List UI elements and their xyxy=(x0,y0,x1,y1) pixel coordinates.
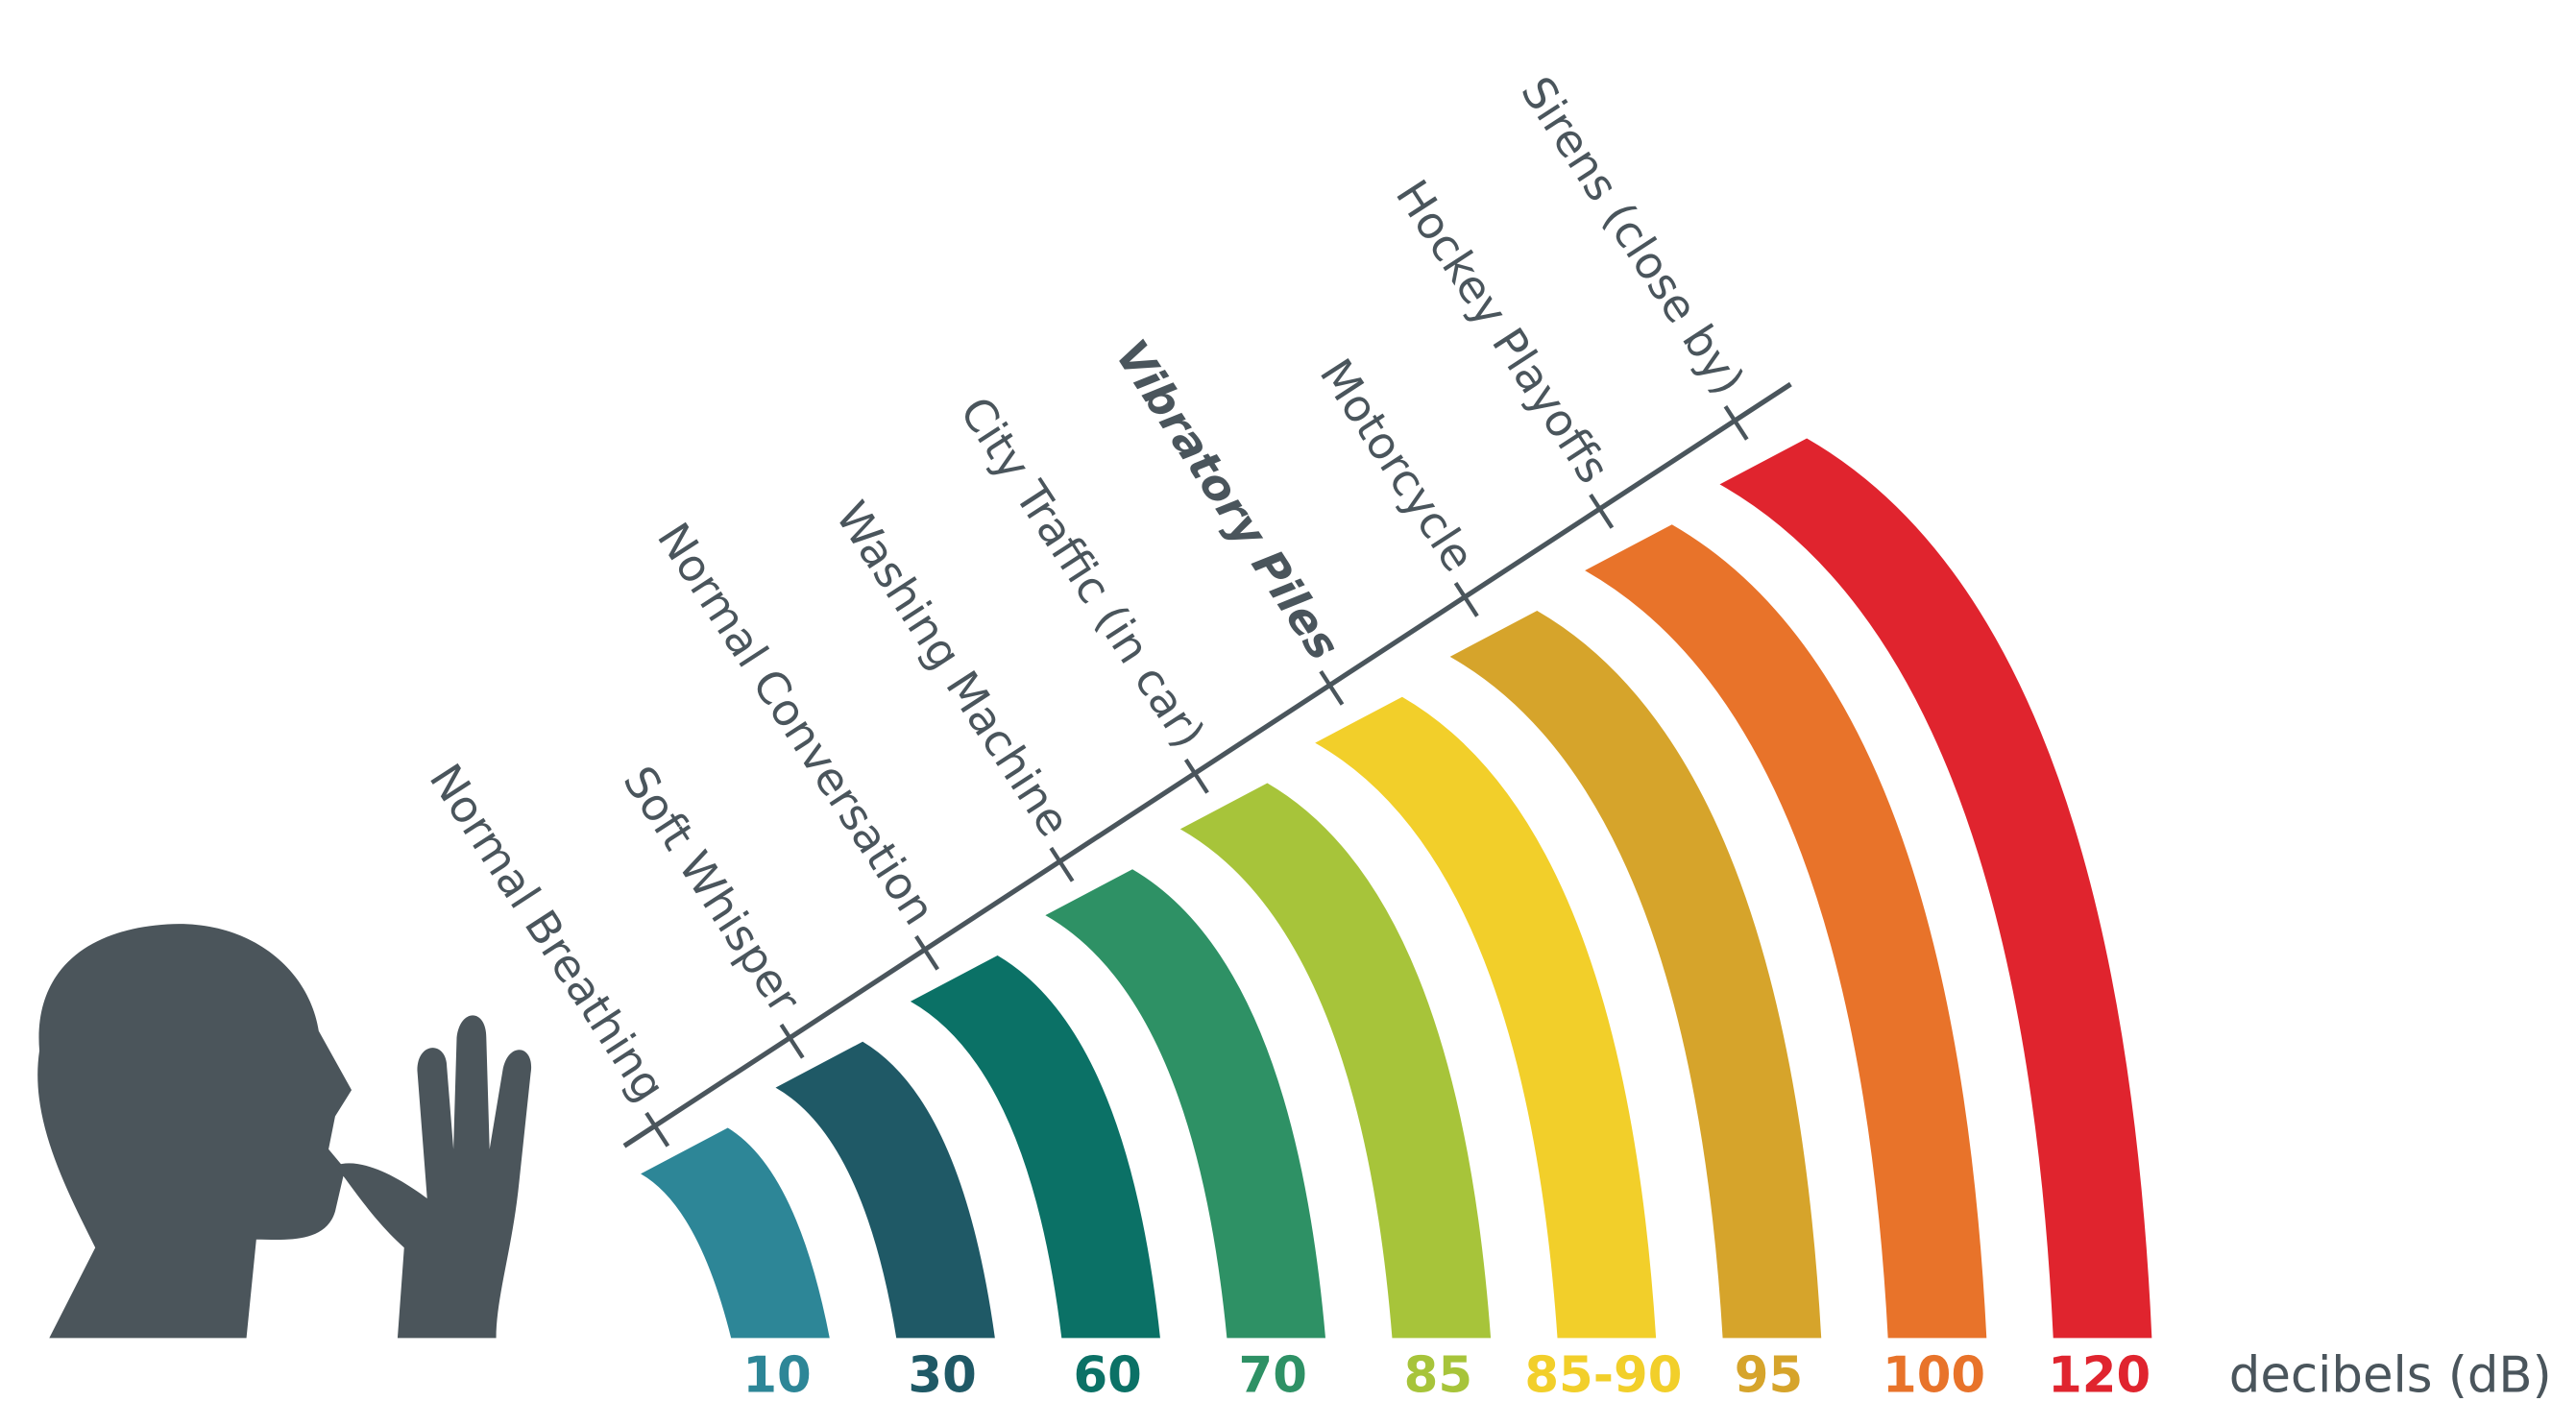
sound-band xyxy=(1315,696,1657,1339)
db-value: 70 xyxy=(1239,1347,1307,1402)
scale-tick xyxy=(779,1023,805,1059)
sound-band xyxy=(1449,610,1822,1339)
scale-tick xyxy=(1319,669,1345,706)
db-value: 10 xyxy=(742,1347,811,1402)
sound-band xyxy=(1045,869,1325,1339)
db-value: 85-90 xyxy=(1524,1347,1682,1402)
source-label: Soft Whisper xyxy=(613,757,811,1022)
hand-silhouette xyxy=(334,1015,532,1339)
scale-tick xyxy=(1049,846,1075,882)
sound-band xyxy=(641,1127,830,1339)
db-value: 60 xyxy=(1073,1347,1141,1402)
source-label: Hockey Playoffs xyxy=(1386,171,1620,493)
source-label: Motorcycle xyxy=(1310,350,1485,580)
db-value: 120 xyxy=(2048,1347,2151,1402)
sound-band xyxy=(1179,783,1492,1339)
scale-tick xyxy=(1723,405,1749,441)
sound-band xyxy=(1719,438,2152,1339)
db-value: 30 xyxy=(908,1347,976,1402)
scale-tick xyxy=(914,934,940,971)
head-silhouette xyxy=(37,924,352,1339)
db-value: 85 xyxy=(1404,1347,1472,1402)
sound-band xyxy=(775,1041,995,1339)
sound-band xyxy=(910,955,1160,1339)
scale-tick xyxy=(1453,581,1479,617)
sound-band xyxy=(1585,524,1987,1339)
db-value: 95 xyxy=(1735,1347,1803,1402)
scale-tick xyxy=(644,1111,670,1148)
scale-line xyxy=(622,381,1792,1148)
db-value: 100 xyxy=(1883,1347,1985,1402)
unit-label: decibels (dB) xyxy=(2229,1347,2552,1402)
scale-tick xyxy=(1589,494,1615,529)
scale-tick xyxy=(1183,758,1209,794)
